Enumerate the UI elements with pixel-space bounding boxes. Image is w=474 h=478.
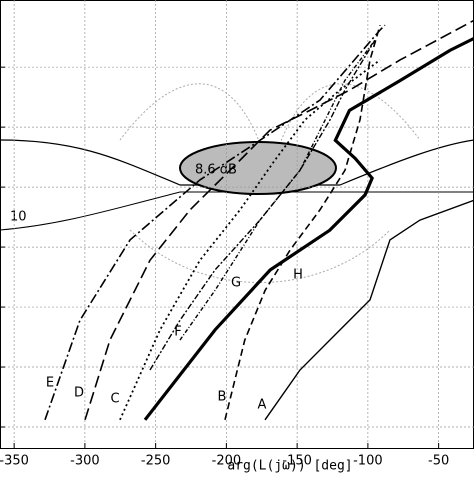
curve [224,24,381,421]
curve-label: E [46,376,54,391]
curve-label: D [74,386,84,401]
curve [179,39,376,341]
curve-label: C [110,392,119,407]
contour-line [0,139,474,186]
x-tick-label: -100 [353,454,383,469]
x-tick-label: -300 [70,454,100,469]
x-tick-label: -50 [428,454,449,469]
x-tick-label: -350 [0,454,29,469]
curve [84,19,474,421]
x-tick-label: -250 [141,454,171,469]
curve-label: G [231,276,241,291]
curve-label: H [293,268,303,283]
contour-line [0,191,474,231]
annotation: 10 [10,210,27,225]
curve-label: A [258,398,267,413]
curve [149,39,376,371]
x-tick-label: -200 [212,454,242,469]
x-tick-label: -150 [282,454,312,469]
plot-frame [0,0,474,449]
curve [44,24,386,421]
m-contour [129,229,391,283]
curve-label: B [218,390,227,405]
curve [143,36,474,421]
curve-label: F [174,325,181,340]
curve [264,199,474,421]
x-axis-label: arg(L(jω)) [deg] [227,459,352,474]
curve [119,59,381,421]
